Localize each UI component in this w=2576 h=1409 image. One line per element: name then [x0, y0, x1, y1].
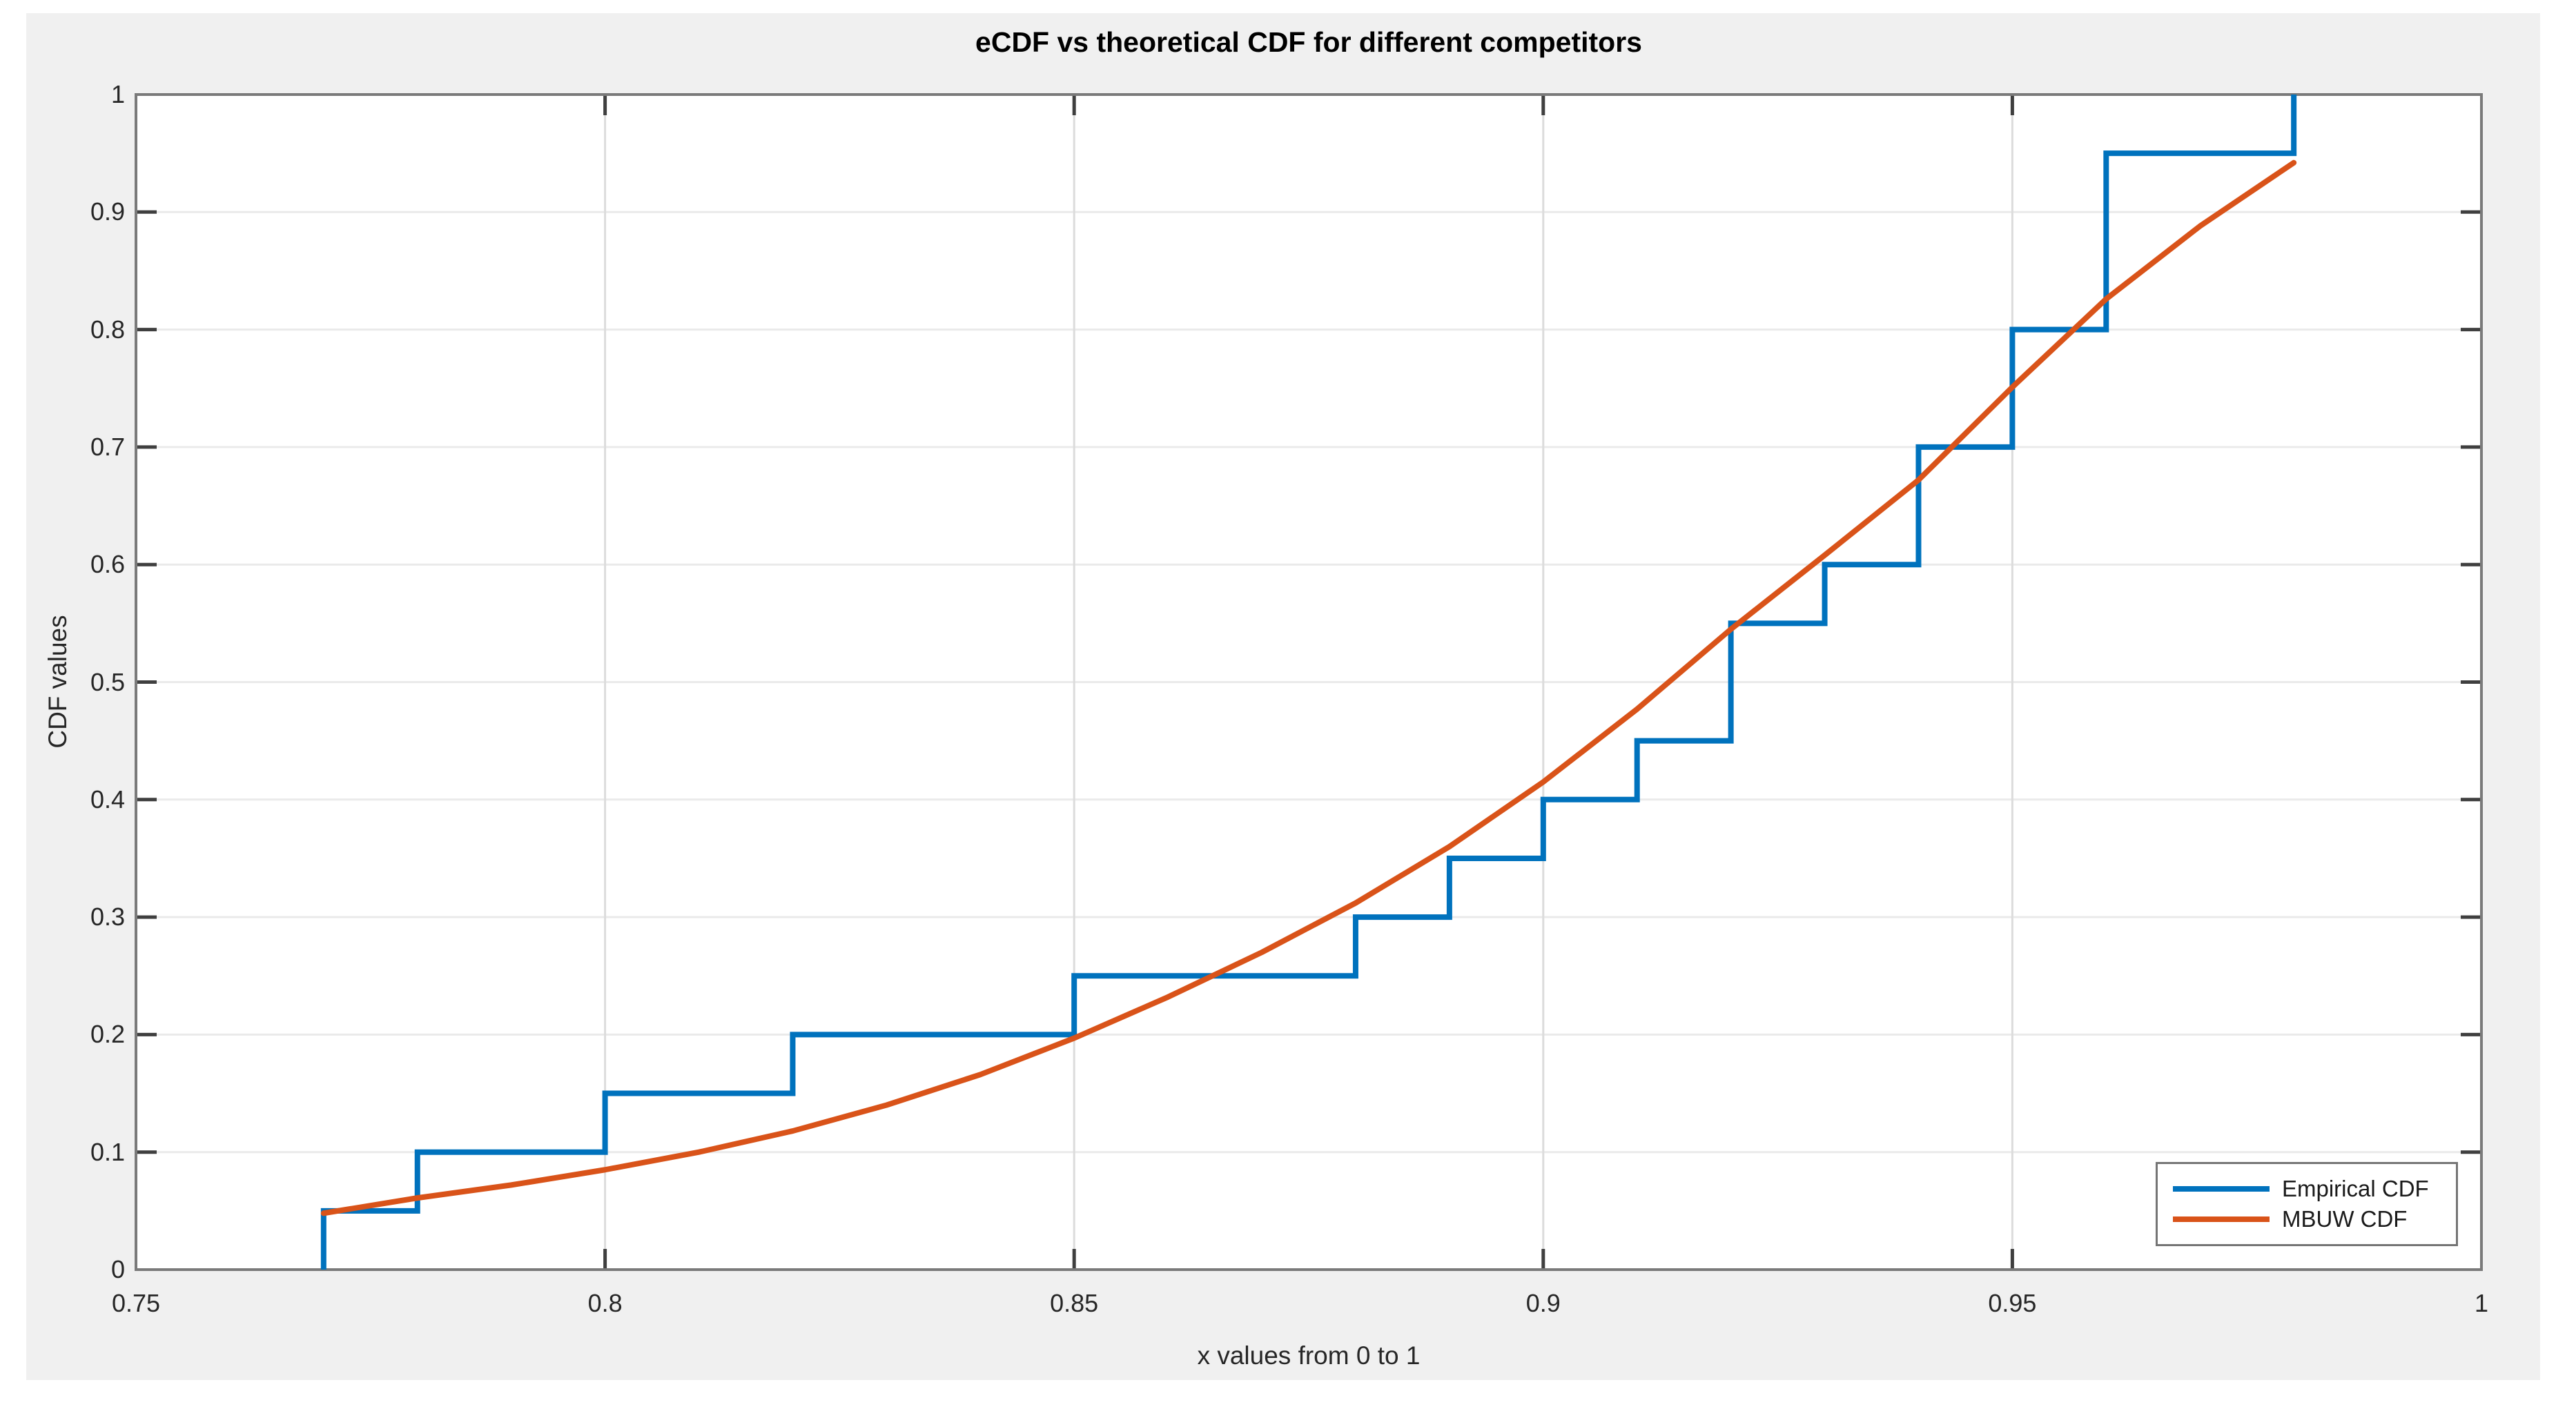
x-axis-label: x values from 0 to 1: [1197, 1341, 1421, 1370]
y-tick-label: 0.5: [90, 667, 125, 696]
y-tick-label: 0.1: [90, 1137, 125, 1166]
legend-line-sample: [2173, 1216, 2270, 1222]
y-tick-label: 0.6: [90, 550, 125, 579]
x-tick-label: 0.75: [111, 1289, 161, 1317]
x-tick-label: 1: [2474, 1289, 2489, 1317]
y-tick-label: 1: [110, 80, 125, 108]
legend-label: Empirical CDF: [2282, 1176, 2429, 1201]
y-tick-label: 0: [110, 1255, 125, 1283]
legend-entry: MBUW CDF: [2173, 1206, 2456, 1232]
y-tick-label: 0.9: [90, 197, 125, 226]
legend-line-sample: [2173, 1186, 2270, 1192]
axes-box: [135, 93, 2483, 1271]
x-tick-label: 0.95: [1988, 1289, 2037, 1317]
legend-label: MBUW CDF: [2282, 1206, 2408, 1232]
y-tick-label: 0.4: [90, 785, 125, 814]
legend: Empirical CDF MBUW CDF: [2156, 1162, 2458, 1246]
x-tick-label: 0.9: [1525, 1289, 1561, 1317]
mbuw-cdf-line: [320, 159, 2297, 1216]
y-tick-label: 0.3: [90, 903, 125, 932]
legend-entry: Empirical CDF: [2173, 1176, 2456, 1201]
y-tick-label: 0.8: [90, 315, 125, 344]
x-tick-label: 0.85: [1050, 1289, 1099, 1317]
empirical-cdf-line: [320, 95, 2297, 1270]
chart-title: eCDF vs theoretical CDF for different co…: [975, 26, 1642, 58]
x-tick-label: 0.8: [587, 1289, 623, 1317]
y-tick-label: 0.2: [90, 1020, 125, 1049]
y-tick-label: 0.7: [90, 432, 125, 461]
